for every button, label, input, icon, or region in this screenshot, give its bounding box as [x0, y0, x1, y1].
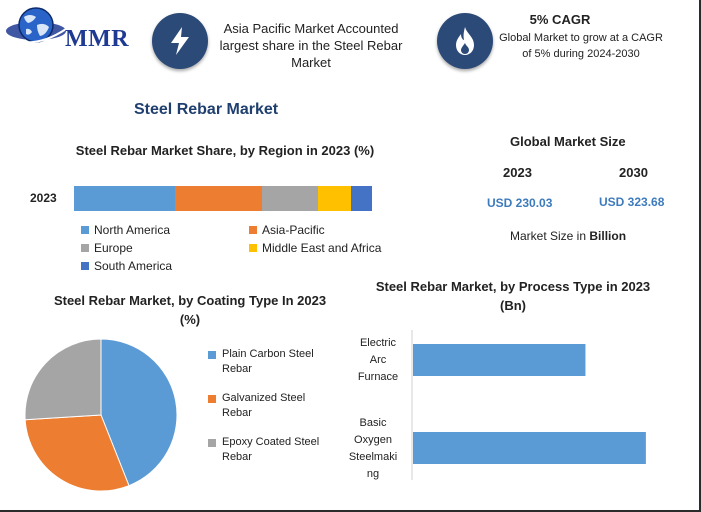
legend-label: Epoxy Coated Steel Rebar	[222, 436, 320, 463]
legend-label: Plain Carbon Steel Rebar	[222, 348, 314, 375]
pie-legend-epoxy-coated: Epoxy Coated Steel Rebar	[208, 435, 326, 465]
bar-segment-north-america	[74, 186, 176, 211]
highlight-asia-pacific-text: Asia Pacific Market Accounted largest sh…	[219, 21, 403, 70]
legend-label: North America	[94, 223, 171, 237]
legend-swatch	[81, 262, 89, 270]
bar-basic-oxygen-steelmaking	[413, 432, 646, 464]
region-category-label: 2023	[30, 191, 57, 205]
flame-icon	[456, 27, 474, 55]
legend-label: Asia-Pacific	[262, 223, 325, 237]
process-bar-chart	[411, 330, 646, 480]
pie-slice-plain-carbon-steel-rebar	[100, 338, 178, 487]
label-line: Basic	[359, 417, 387, 429]
cagr-description: Global Market to grow at a CAGR of 5% du…	[499, 32, 663, 60]
global-market-value-2030: USD 323.68	[599, 195, 665, 209]
lightning-bolt-icon	[171, 27, 189, 55]
main-title: Steel Rebar Market	[134, 101, 279, 118]
legend-label: South America	[94, 259, 173, 273]
label-line: Steelmaki	[348, 451, 398, 463]
region-stacked-bar	[74, 186, 372, 211]
unit-prefix: Market Size in	[510, 229, 590, 243]
process-chart-title: Steel Rebar Market, by Process Type in 2…	[375, 279, 651, 313]
global-market-year-2023: 2023	[503, 165, 532, 180]
legend-asia-pacific: Asia-Pacific	[249, 223, 325, 237]
pie-legend-galvanized: Galvanized Steel Rebar	[208, 391, 326, 421]
label-line: Oxygen	[354, 434, 392, 446]
legend-swatch	[208, 395, 216, 403]
legend-swatch	[81, 226, 89, 234]
legend-europe: Europe	[81, 241, 133, 255]
pie-legend-plain-carbon: Plain Carbon Steel Rebar	[208, 347, 326, 377]
pie-slice-galvanized-steel-rebar	[24, 414, 130, 492]
legend-label: Europe	[94, 241, 133, 255]
category-label-electric-arc-furnace: Electric Arc Furnace	[344, 335, 412, 386]
flame-icon-badge	[437, 13, 493, 69]
legend-swatch	[208, 351, 216, 359]
cagr-title: 5% CAGR	[529, 12, 591, 27]
label-line: ng	[366, 468, 380, 480]
coating-chart-title: Steel Rebar Market, by Coating Type In 2…	[53, 293, 327, 327]
global-market-year-2030: 2030	[619, 165, 648, 180]
unit-bold: Billion	[589, 229, 627, 243]
legend-north-america: North America	[81, 223, 170, 237]
coating-pie-chart	[24, 338, 178, 492]
global-market-value-2023: USD 230.03	[487, 196, 553, 210]
global-market-title: Global Market Size	[510, 134, 626, 149]
legend-swatch	[81, 244, 89, 252]
legend-label: Galvanized Steel Rebar	[222, 392, 306, 419]
brand-logo-text: MMR	[65, 26, 130, 52]
legend-swatch	[249, 226, 257, 234]
label-line: Electric	[359, 337, 397, 349]
bar-segment-asia-pacific	[175, 186, 262, 211]
legend-swatch	[249, 244, 257, 252]
bar-segment-europe	[261, 186, 319, 211]
bar-segment-middle-east-and-africa	[318, 186, 352, 211]
bar-electric-arc-furnace	[413, 344, 586, 376]
legend-south-america: South America	[81, 259, 172, 273]
bar-segment-south-america	[351, 186, 372, 211]
legend-label: Middle East and Africa	[262, 241, 382, 255]
legend-swatch	[208, 439, 216, 447]
label-line: Arc	[369, 354, 387, 366]
label-line: Furnace	[357, 371, 399, 383]
legend-middle-east-africa: Middle East and Africa	[249, 241, 381, 255]
category-label-basic-oxygen-steelmaking: Basic Oxygen Steelmaki ng	[344, 415, 402, 483]
region-chart-title: Steel Rebar Market Share, by Region in 2…	[75, 143, 375, 158]
market-size-unit: Market Size in Billion	[510, 229, 626, 243]
pie-slice-epoxy-coated-steel-rebar	[24, 338, 102, 421]
lightning-bolt-icon-badge	[152, 13, 208, 69]
globe-logo-icon	[6, 7, 67, 44]
